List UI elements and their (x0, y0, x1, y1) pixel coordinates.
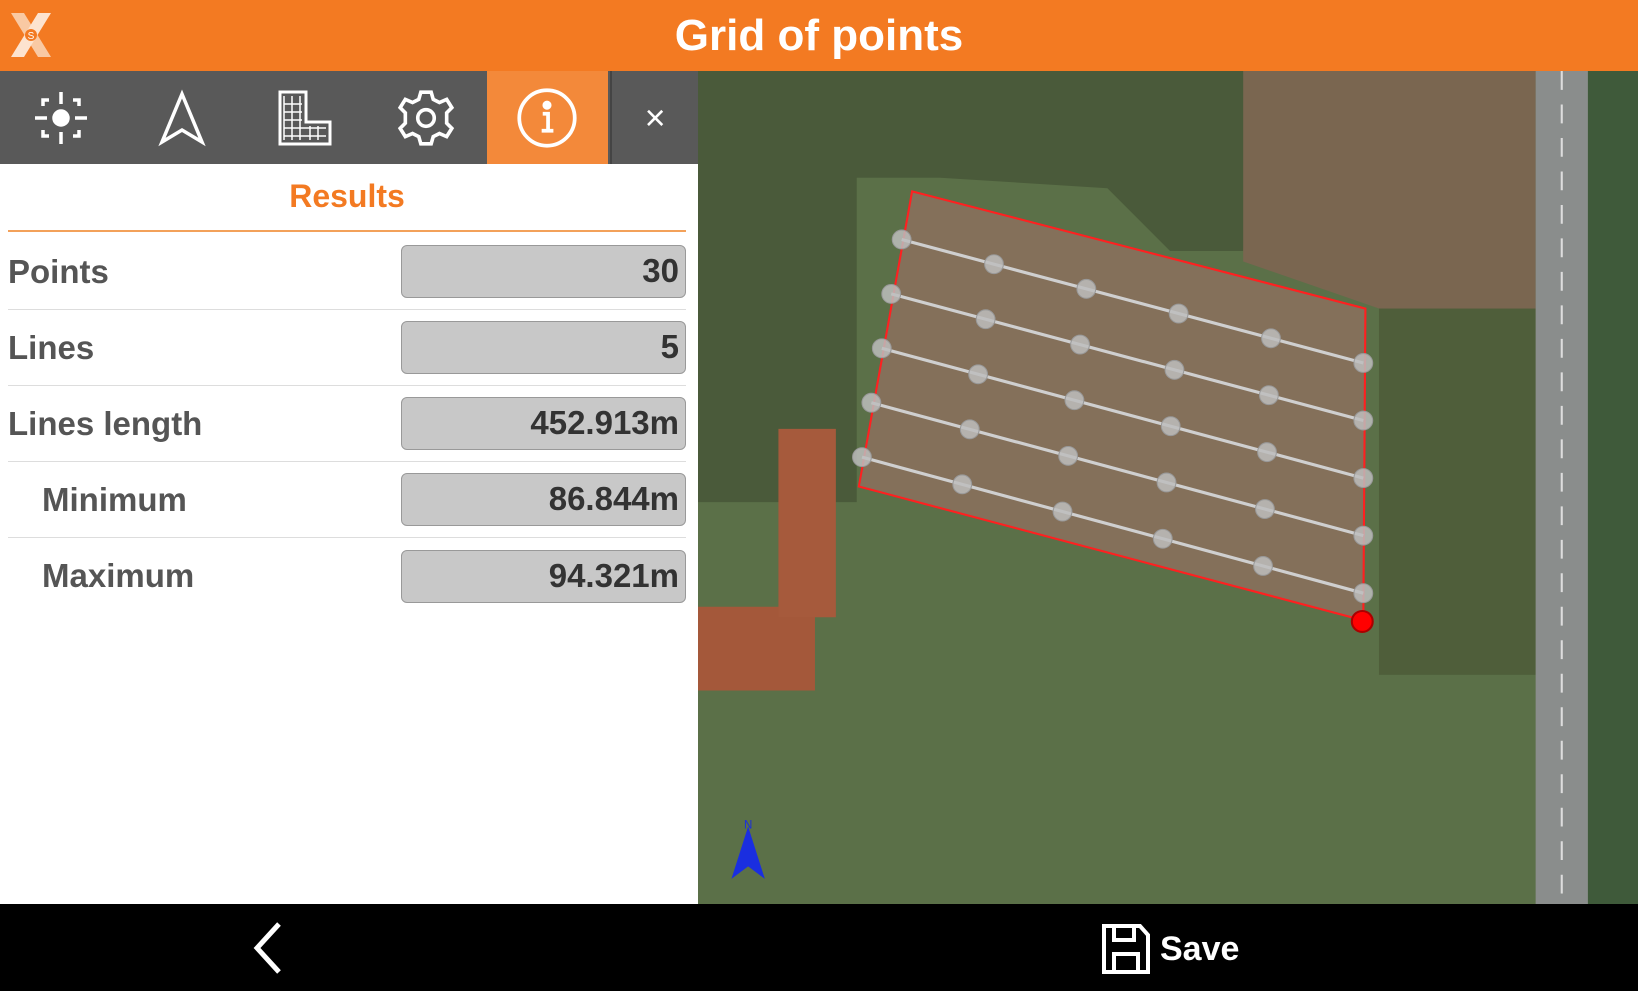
results-panel: Results Points 30 Lines 5 Lines length 4… (0, 164, 698, 904)
grid-point[interactable] (1156, 472, 1177, 493)
crop-field (1378, 308, 1536, 675)
grid-point[interactable] (1070, 334, 1090, 355)
gear-icon (397, 89, 454, 146)
roof (698, 606, 815, 691)
grid-point[interactable] (852, 447, 872, 468)
result-row-maximum: Maximum 94.321m (8, 538, 686, 614)
grid-point[interactable] (1258, 385, 1279, 406)
grid-building-icon (278, 90, 332, 145)
grid-points (852, 229, 1374, 604)
navigation-arrow-icon (158, 88, 207, 146)
tab-info[interactable] (486, 71, 609, 164)
save-label: Save (1160, 929, 1240, 968)
grid-line (870, 401, 1364, 538)
bottom-bar: Save (0, 904, 1638, 991)
trees-area (698, 71, 1254, 503)
grid-point[interactable] (959, 419, 980, 440)
close-icon: × (644, 96, 666, 138)
north-arrow: N (731, 820, 765, 879)
grid-point[interactable] (1353, 468, 1374, 489)
north-arrow-icon (731, 826, 765, 879)
grid-point[interactable] (1257, 442, 1277, 463)
minimum-value: 86.844m (401, 473, 686, 526)
grid-point[interactable] (1076, 278, 1097, 299)
grid-point[interactable] (1353, 353, 1374, 373)
result-row-minimum: Minimum 86.844m (8, 462, 686, 538)
tab-navigation[interactable] (122, 71, 244, 164)
lines-value: 5 (401, 321, 686, 374)
maximum-label: Maximum (42, 557, 195, 594)
grid-line (881, 346, 1364, 480)
grid-line (861, 455, 1364, 595)
tab-location[interactable] (0, 71, 122, 164)
target-icon (34, 91, 87, 144)
app-header: S Grid of points (0, 0, 1638, 71)
minimum-label: Minimum (42, 480, 187, 518)
roof (778, 428, 836, 618)
lines-length-value: 452.913m (401, 397, 686, 450)
grid-line (901, 237, 1364, 365)
grid-point[interactable] (975, 309, 996, 330)
lines-label: Lines (8, 328, 95, 366)
grid-point[interactable] (1064, 390, 1085, 411)
grid-point[interactable] (1160, 416, 1181, 437)
lines-length-label: Lines length (8, 404, 203, 442)
satellite-map[interactable]: N (698, 71, 1638, 904)
grid-point[interactable] (968, 364, 989, 385)
chevron-left-icon (253, 922, 281, 974)
grid-point[interactable] (861, 392, 882, 413)
tab-settings[interactable] (365, 71, 487, 164)
back-button[interactable] (245, 918, 295, 978)
right-field (1587, 71, 1638, 904)
svg-text:S: S (28, 31, 35, 42)
result-row-lines-length: Lines length 452.913m (8, 386, 686, 462)
info-icon (517, 87, 578, 148)
grid-point[interactable] (984, 254, 1004, 275)
points-value: 30 (401, 245, 686, 298)
selected-point[interactable] (1350, 609, 1374, 633)
results-heading: Results (8, 178, 686, 232)
grid-point[interactable] (1255, 499, 1275, 519)
grid-line (890, 292, 1364, 423)
grid-point[interactable] (1152, 528, 1173, 549)
survey-field (858, 191, 1366, 621)
plowed-field (1243, 71, 1536, 314)
grid-point[interactable] (1261, 328, 1281, 349)
grid-point[interactable] (1253, 556, 1273, 576)
result-row-points: Points 30 (8, 234, 686, 310)
save-button[interactable]: Save (1100, 922, 1239, 976)
grid-point[interactable] (1164, 359, 1185, 380)
maximum-value: 94.321m (401, 549, 686, 603)
grid-point[interactable] (1058, 445, 1079, 466)
grid-point[interactable] (1353, 525, 1374, 546)
page-title: Grid of points (674, 10, 964, 60)
grid-point[interactable] (952, 474, 973, 495)
points-label: Points (8, 252, 109, 290)
north-label: N (744, 820, 752, 832)
grid-point[interactable] (871, 338, 892, 359)
save-icon (1102, 924, 1150, 974)
tab-bar: × (0, 71, 698, 164)
app-logo[interactable]: S (6, 10, 56, 60)
grid-point[interactable] (1168, 303, 1189, 324)
result-row-lines: Lines 5 (8, 310, 686, 386)
grid-point[interactable] (1353, 410, 1374, 431)
grid-point[interactable] (881, 283, 902, 304)
grid-point[interactable] (1052, 501, 1073, 522)
grid-point[interactable] (1353, 583, 1374, 604)
grid-point[interactable] (891, 229, 912, 250)
tab-grid[interactable] (243, 71, 365, 164)
close-button[interactable]: × (610, 71, 698, 164)
